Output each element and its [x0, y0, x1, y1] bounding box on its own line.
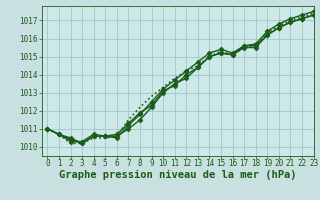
X-axis label: Graphe pression niveau de la mer (hPa): Graphe pression niveau de la mer (hPa)	[59, 170, 296, 180]
